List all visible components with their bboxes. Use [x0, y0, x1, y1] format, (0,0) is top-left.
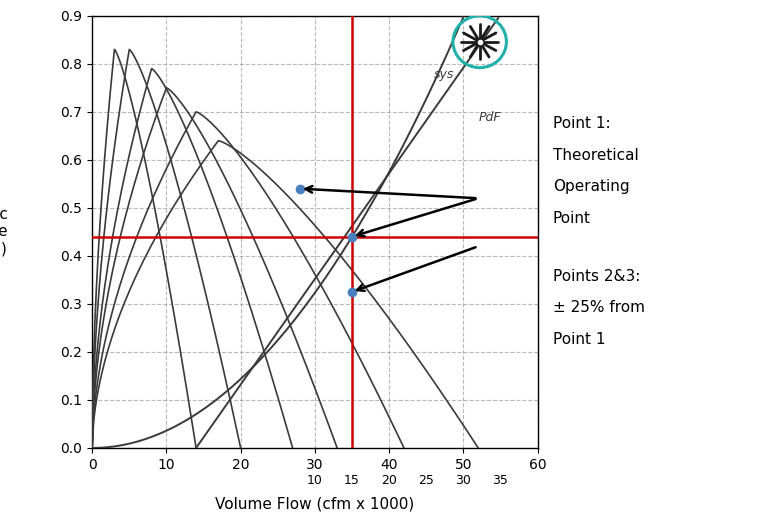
Text: 30: 30	[455, 474, 472, 487]
Text: Point 1: Point 1	[553, 332, 605, 347]
Text: Theoretical: Theoretical	[553, 148, 639, 162]
Text: Point: Point	[553, 211, 591, 226]
Text: ± 25% from: ± 25% from	[553, 300, 645, 315]
Text: 35: 35	[492, 474, 508, 487]
Text: 15: 15	[344, 474, 360, 487]
Text: 20: 20	[381, 474, 397, 487]
X-axis label: Volume Flow (cfm x 1000): Volume Flow (cfm x 1000)	[215, 496, 415, 512]
Text: Points 2&3:: Points 2&3:	[553, 269, 641, 284]
Text: 25: 25	[419, 474, 434, 487]
Text: 10: 10	[307, 474, 323, 487]
Y-axis label: Static
Pressure
("WG): Static Pressure ("WG)	[0, 207, 8, 257]
Text: sys: sys	[434, 68, 454, 81]
Text: Operating: Operating	[553, 179, 630, 194]
Text: PdF: PdF	[478, 111, 501, 124]
Text: Point 1:: Point 1:	[553, 116, 611, 131]
